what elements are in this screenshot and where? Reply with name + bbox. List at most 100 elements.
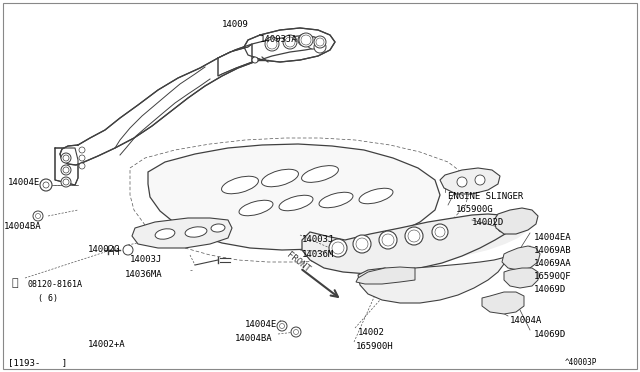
Circle shape [457, 177, 467, 187]
Polygon shape [356, 267, 415, 284]
Text: 14004A: 14004A [510, 316, 542, 325]
Circle shape [298, 34, 310, 46]
Circle shape [40, 179, 52, 191]
Polygon shape [60, 36, 322, 165]
Text: 14002+A: 14002+A [88, 340, 125, 349]
Circle shape [307, 37, 319, 49]
Ellipse shape [185, 227, 207, 237]
Circle shape [252, 57, 258, 63]
Circle shape [61, 153, 71, 163]
Circle shape [35, 214, 40, 218]
Circle shape [356, 238, 368, 250]
Polygon shape [440, 168, 500, 194]
Ellipse shape [319, 192, 353, 208]
Circle shape [294, 330, 298, 334]
Polygon shape [132, 218, 232, 248]
Polygon shape [55, 148, 78, 185]
Text: 14069AB: 14069AB [534, 246, 572, 255]
Circle shape [475, 175, 485, 185]
Circle shape [79, 147, 85, 153]
Circle shape [43, 182, 49, 188]
Circle shape [435, 227, 445, 237]
Text: 14002: 14002 [358, 328, 385, 337]
Ellipse shape [239, 200, 273, 216]
Circle shape [79, 163, 85, 169]
Circle shape [329, 239, 347, 257]
Circle shape [432, 224, 448, 240]
Text: FRONT: FRONT [285, 250, 312, 274]
Text: 14069D: 14069D [534, 285, 566, 294]
Circle shape [353, 235, 371, 253]
Polygon shape [148, 144, 440, 250]
Circle shape [291, 327, 301, 337]
Circle shape [283, 35, 297, 49]
Circle shape [316, 38, 324, 46]
Text: 14003J: 14003J [130, 255, 163, 264]
Circle shape [63, 155, 69, 161]
Text: 14002G: 14002G [88, 245, 120, 254]
Text: 165900H: 165900H [356, 342, 394, 351]
Text: 14036M: 14036M [302, 250, 334, 259]
Ellipse shape [279, 195, 313, 211]
Ellipse shape [221, 176, 259, 194]
Text: 08120-8161A: 08120-8161A [28, 280, 83, 289]
Circle shape [408, 230, 420, 242]
Circle shape [332, 242, 344, 254]
Polygon shape [302, 214, 528, 274]
Circle shape [277, 321, 287, 331]
Text: 14003J: 14003J [302, 235, 334, 244]
Ellipse shape [301, 166, 339, 182]
Circle shape [63, 167, 69, 173]
Text: Ⓑ: Ⓑ [12, 278, 19, 288]
Ellipse shape [359, 188, 393, 204]
Text: 14004BA: 14004BA [4, 222, 42, 231]
Circle shape [79, 155, 85, 161]
Text: [1193-    ]: [1193- ] [8, 358, 67, 367]
Polygon shape [494, 208, 538, 234]
Text: ( 6): ( 6) [38, 294, 58, 303]
Polygon shape [502, 246, 540, 270]
Circle shape [299, 33, 313, 47]
Circle shape [61, 165, 71, 175]
Text: 14069AA: 14069AA [534, 259, 572, 268]
Ellipse shape [211, 224, 225, 232]
Circle shape [61, 177, 71, 187]
Circle shape [502, 218, 510, 226]
Polygon shape [504, 268, 538, 288]
Polygon shape [244, 28, 335, 62]
Circle shape [379, 231, 397, 249]
Text: 14003JA: 14003JA [260, 35, 298, 44]
Text: ENGINE SLINGER: ENGINE SLINGER [448, 192, 524, 201]
Polygon shape [482, 292, 524, 314]
Circle shape [382, 234, 394, 246]
Circle shape [267, 39, 277, 49]
Circle shape [314, 36, 326, 48]
Circle shape [123, 245, 133, 255]
Text: 14002D: 14002D [472, 218, 504, 227]
Text: 14036MA: 14036MA [125, 270, 163, 279]
Ellipse shape [262, 169, 298, 187]
Text: 16590QF: 16590QF [534, 272, 572, 281]
Text: 14004E: 14004E [245, 320, 277, 329]
Polygon shape [218, 44, 252, 76]
Circle shape [280, 324, 285, 328]
Circle shape [520, 216, 528, 224]
Circle shape [265, 37, 279, 51]
Polygon shape [358, 256, 506, 303]
Circle shape [314, 41, 326, 53]
Circle shape [285, 37, 295, 47]
Text: 165900G: 165900G [456, 205, 493, 214]
Text: 14004BA: 14004BA [235, 334, 273, 343]
Polygon shape [302, 214, 512, 274]
Ellipse shape [155, 229, 175, 239]
Circle shape [498, 224, 506, 232]
Text: 14004EA: 14004EA [534, 233, 572, 242]
Circle shape [33, 211, 43, 221]
Text: ^40003P: ^40003P [565, 358, 597, 367]
Text: 14009: 14009 [222, 20, 249, 29]
Circle shape [405, 227, 423, 245]
Text: 14069D: 14069D [534, 330, 566, 339]
Circle shape [301, 35, 311, 45]
Text: 14004E: 14004E [8, 178, 40, 187]
Circle shape [63, 179, 69, 185]
